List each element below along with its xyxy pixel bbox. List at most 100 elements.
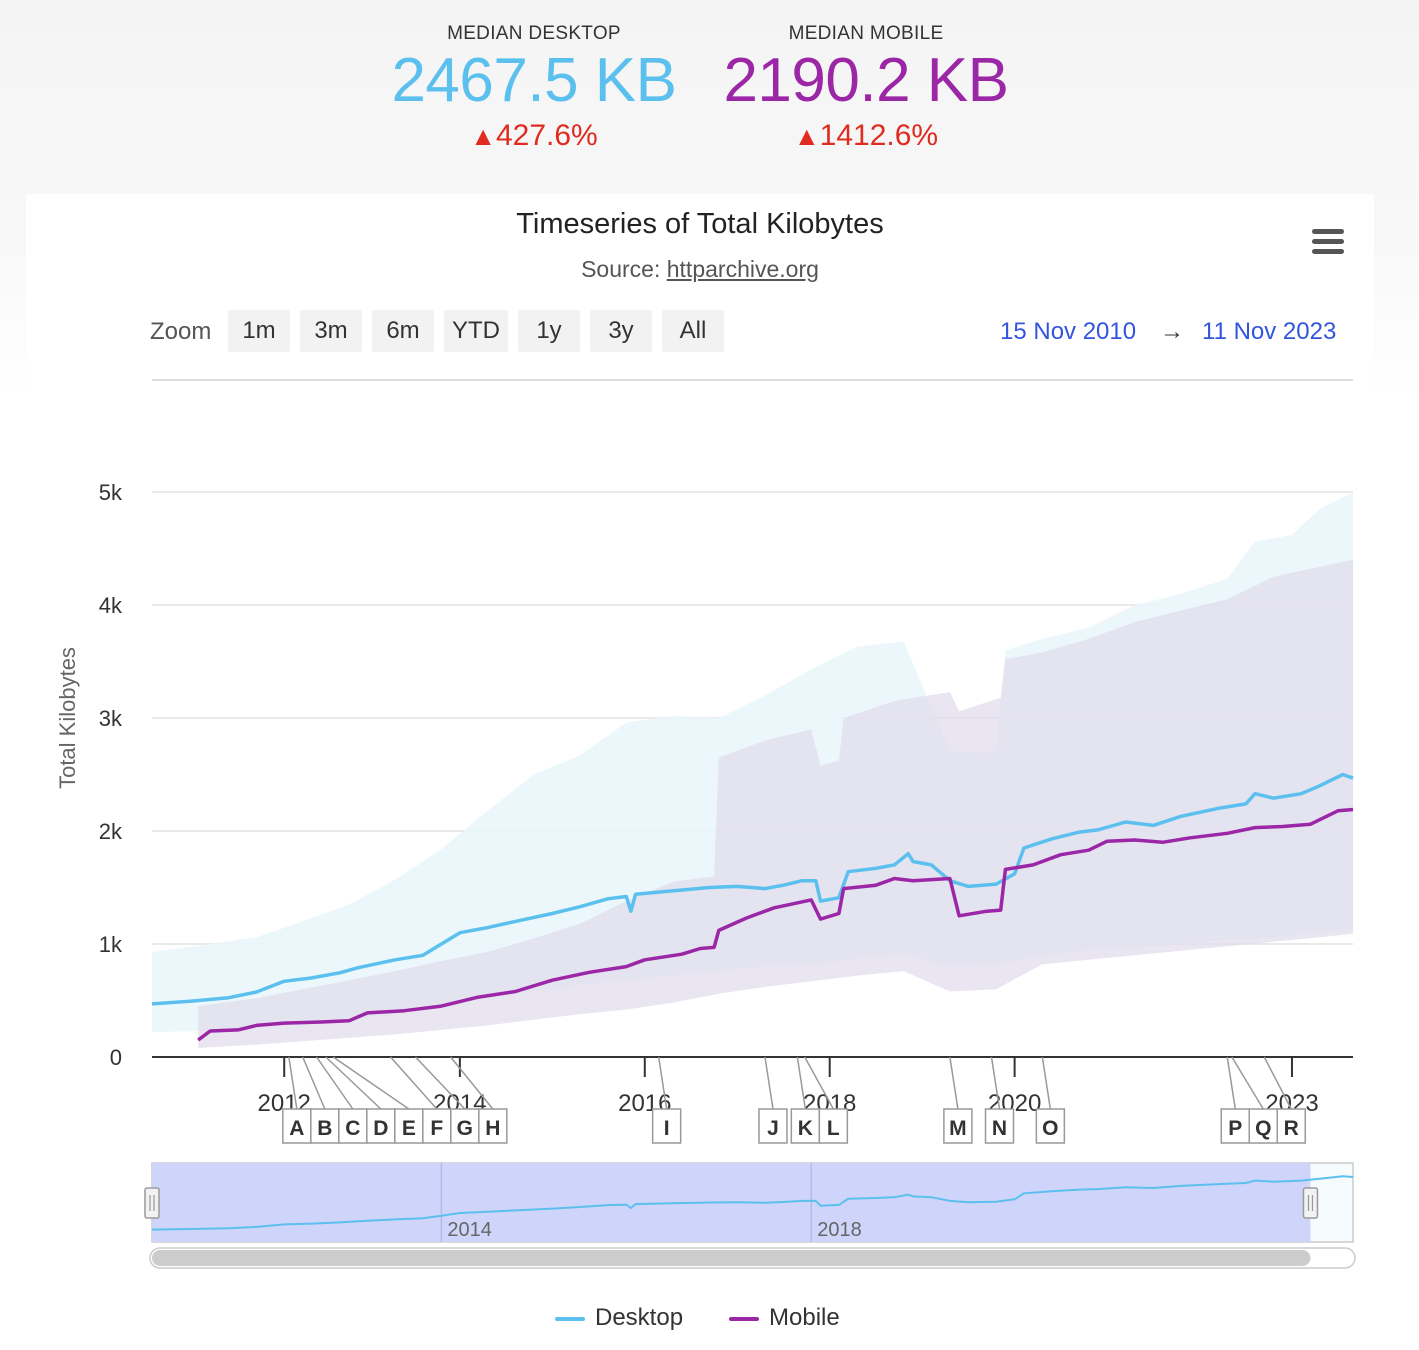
median-desktop-change-value: 427.6% [495, 119, 598, 152]
median-desktop-label: MEDIAN DESKTOP [447, 23, 621, 44]
y-axis-title: Total Kilobytes [55, 647, 80, 789]
zoom-label: Zoom [150, 318, 212, 345]
y-tick-label: 2k [99, 819, 123, 844]
median-mobile-metric: MEDIAN MOBILE 2190.2 KB ▲1412.6% [706, 20, 1026, 154]
desktop-swatch [555, 1317, 585, 1321]
annotation-connector [288, 1056, 298, 1110]
annotation-connector [389, 1056, 438, 1110]
annotation-flag-j[interactable] [758, 1108, 788, 1144]
source-link[interactable]: httparchive.org [666, 256, 819, 282]
annotation-label: G [457, 1117, 473, 1140]
annotation-connector [450, 1056, 494, 1110]
desktop-series-line[interactable] [151, 772, 1354, 1006]
legend-item-mobile[interactable]: Mobile [729, 1300, 869, 1340]
annotation-label: D [373, 1117, 388, 1140]
annotation-flag-b[interactable] [310, 1108, 340, 1144]
legend-desktop-label: Desktop [595, 1304, 684, 1331]
mobile-swatch [729, 1317, 759, 1321]
scrollbar-thumb[interactable] [152, 1250, 1311, 1266]
zoom-6m-button[interactable]: 6m [372, 310, 434, 352]
annotation-label: J [767, 1117, 779, 1140]
annotation-flag-i[interactable] [651, 1108, 682, 1144]
annotation-connector [1231, 1056, 1264, 1110]
y-tick-label: 4k [99, 593, 123, 618]
navigator-right-handle[interactable] [1302, 1187, 1319, 1219]
annotation-flag-e[interactable] [394, 1108, 424, 1144]
chart-legend: Desktop Mobile [0, 1300, 1419, 1340]
hamburger-icon-bar [1312, 249, 1344, 254]
annotation-label: L [827, 1117, 840, 1140]
annotation-flag-r[interactable] [1276, 1108, 1307, 1144]
annotation-connector [1226, 1056, 1237, 1110]
legend-mobile-label: Mobile [769, 1304, 840, 1331]
mobile-series-line[interactable] [197, 807, 1354, 1042]
annotation-connector [325, 1056, 382, 1110]
zoom-all-button[interactable]: All [662, 310, 724, 352]
annotation-flag-a[interactable] [282, 1108, 312, 1144]
navigator-left-handle[interactable] [144, 1187, 160, 1219]
annotation-flag-n[interactable] [984, 1108, 1015, 1144]
annotation-flag-g[interactable] [450, 1108, 480, 1144]
median-mobile-change-value: 1412.6% [819, 119, 939, 152]
zoom-1m-button[interactable]: 1m [228, 310, 290, 352]
mobile-range-band [198, 559, 1354, 1048]
zoom-3m-button[interactable]: 3m [300, 310, 362, 352]
annotation-label: C [345, 1117, 360, 1140]
annotation-label: P [1228, 1117, 1242, 1140]
increase-arrow-icon: ▲ [793, 121, 820, 151]
chart-subtitle: Source: httparchive.org [26, 256, 1374, 283]
annotation-connector [332, 1056, 410, 1110]
annotation-connector [1041, 1056, 1052, 1110]
annotation-label: Q [1255, 1117, 1271, 1140]
increase-arrow-icon: ▲ [470, 121, 496, 151]
annotation-connector [414, 1056, 466, 1110]
annotation-flag-l[interactable] [818, 1108, 849, 1144]
annotation-label: I [664, 1117, 670, 1140]
zoom-1y-button[interactable]: 1y [518, 310, 580, 352]
annotation-connector [302, 1056, 326, 1110]
median-desktop-change: ▲427.6% [374, 118, 694, 154]
y-tick-label: 0 [110, 1045, 122, 1070]
y-tick-label: 1k [99, 932, 123, 957]
median-desktop-value: 2467.5 KB [391, 46, 677, 115]
annotation-connector [1263, 1056, 1292, 1110]
median-mobile-change: ▲1412.6% [706, 118, 1026, 154]
annotation-connector [796, 1056, 807, 1110]
annotation-label: K [798, 1117, 813, 1140]
annotation-flag-d[interactable] [366, 1108, 396, 1144]
annotation-flag-c[interactable] [338, 1108, 368, 1144]
median-mobile-label: MEDIAN MOBILE [788, 23, 944, 44]
annotation-label: A [289, 1117, 304, 1140]
annotation-label: F [430, 1117, 443, 1140]
median-mobile-value: 2190.2 KB [723, 46, 1009, 115]
chart-subtitle-prefix: Source: [581, 256, 667, 282]
annotation-label: R [1284, 1117, 1299, 1140]
zoom-3y-button[interactable]: 3y [590, 310, 652, 352]
annotation-connector [764, 1056, 774, 1110]
annotation-label: M [949, 1117, 967, 1140]
navigator-tick-label: 2018 [817, 1219, 862, 1241]
annotation-flag-q[interactable] [1248, 1108, 1279, 1144]
zoom-ytd-button[interactable]: YTD [444, 310, 508, 352]
range-to-input[interactable]: 11 Nov 2023 [1202, 318, 1337, 345]
y-tick-label: 5k [99, 480, 123, 505]
navigator-series-line [151, 1175, 1354, 1231]
annotation-connector [804, 1056, 834, 1110]
annotation-label: O [1042, 1117, 1058, 1140]
navigator-tick-label: 2014 [447, 1219, 492, 1241]
hamburger-icon-bar [1312, 239, 1344, 244]
chart-menu-button[interactable] [1308, 226, 1348, 258]
annotation-connector [949, 1056, 959, 1110]
annotation-flag-o[interactable] [1035, 1108, 1066, 1144]
range-from-input[interactable]: 15 Nov 2010 [1000, 318, 1137, 345]
hamburger-icon [1312, 229, 1344, 234]
median-desktop-metric: MEDIAN DESKTOP 2467.5 KB ▲427.6% [374, 20, 694, 154]
y-tick-label: 3k [99, 706, 123, 731]
annotation-label: H [485, 1117, 500, 1140]
legend-item-desktop[interactable]: Desktop [555, 1300, 705, 1340]
chart-title: Timeseries of Total Kilobytes [516, 208, 884, 240]
annotation-flag-m[interactable] [943, 1108, 973, 1144]
annotation-flag-h[interactable] [478, 1108, 508, 1144]
annotation-label: E [402, 1117, 416, 1140]
